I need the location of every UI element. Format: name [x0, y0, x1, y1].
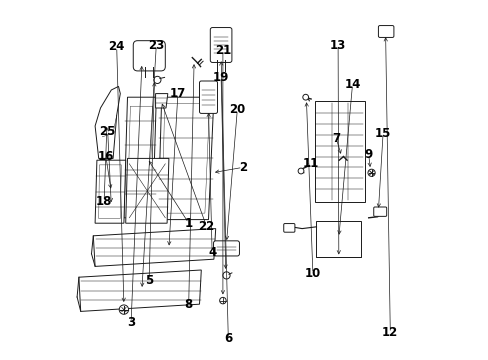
Text: 1: 1 [184, 217, 192, 230]
Text: 3: 3 [127, 316, 135, 329]
Text: 20: 20 [229, 103, 245, 116]
Text: 4: 4 [207, 246, 216, 258]
Polygon shape [158, 97, 213, 220]
FancyBboxPatch shape [210, 28, 231, 63]
Text: 19: 19 [212, 71, 229, 84]
Polygon shape [93, 229, 215, 266]
Text: 11: 11 [303, 157, 319, 170]
Circle shape [302, 94, 308, 100]
Polygon shape [123, 97, 156, 218]
FancyBboxPatch shape [213, 241, 239, 256]
FancyBboxPatch shape [283, 224, 294, 232]
Text: 2: 2 [238, 161, 246, 174]
Circle shape [223, 272, 230, 279]
Text: 14: 14 [344, 78, 360, 91]
Circle shape [298, 168, 303, 174]
Text: 16: 16 [98, 150, 114, 163]
Polygon shape [155, 94, 167, 108]
Text: 12: 12 [382, 327, 398, 339]
Text: 13: 13 [329, 39, 346, 51]
Text: 9: 9 [364, 148, 372, 161]
Text: 22: 22 [198, 220, 214, 233]
FancyBboxPatch shape [133, 41, 165, 71]
Polygon shape [95, 160, 125, 223]
Text: 24: 24 [108, 40, 124, 53]
Circle shape [219, 297, 225, 304]
Text: 8: 8 [184, 298, 192, 311]
Text: 25: 25 [100, 125, 116, 138]
Text: 23: 23 [148, 39, 164, 51]
FancyBboxPatch shape [199, 81, 217, 113]
Polygon shape [95, 86, 120, 158]
Text: 18: 18 [96, 195, 112, 208]
Text: 17: 17 [169, 87, 185, 100]
Text: 6: 6 [224, 332, 232, 345]
Bar [314, 101, 365, 202]
Text: 15: 15 [374, 127, 390, 140]
Bar [316, 221, 361, 257]
FancyBboxPatch shape [373, 207, 386, 216]
Text: 21: 21 [214, 44, 230, 57]
Polygon shape [79, 270, 201, 311]
Text: 7: 7 [331, 132, 340, 145]
Text: 10: 10 [304, 267, 320, 280]
Polygon shape [125, 158, 168, 223]
Circle shape [367, 169, 374, 176]
Text: 5: 5 [144, 274, 153, 287]
Circle shape [153, 76, 161, 84]
Circle shape [119, 305, 128, 314]
FancyBboxPatch shape [378, 26, 393, 37]
